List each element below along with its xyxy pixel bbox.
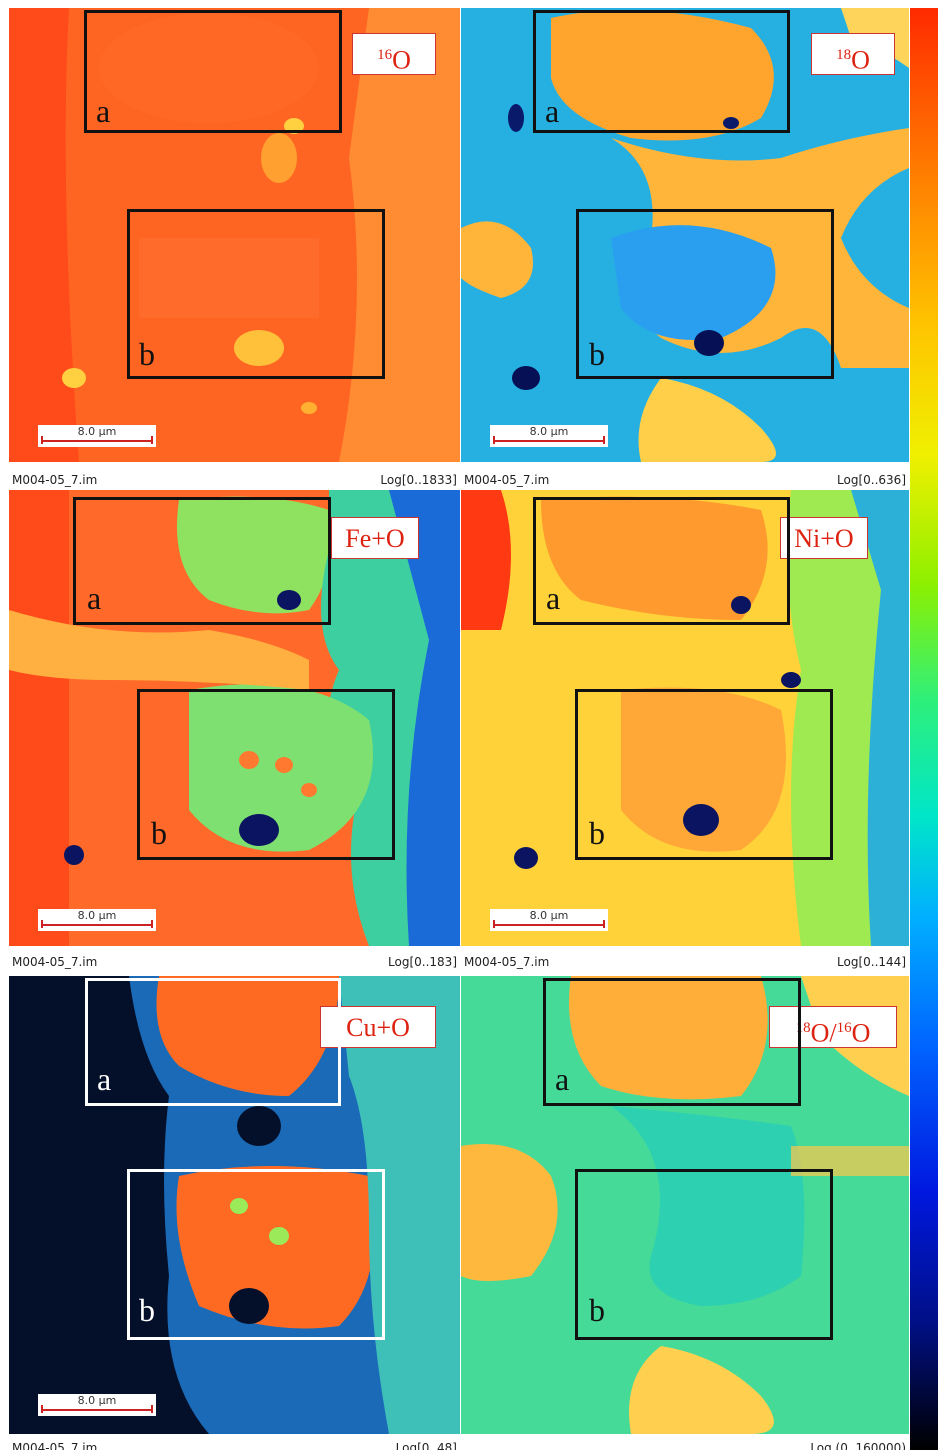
scale-bar: 8.0 µm [38,909,156,931]
scale-bar: 8.0 µm [490,425,608,447]
roi-box-b [127,209,385,379]
intensity-range: Log[0..183] [388,955,457,969]
roi-label-a: a [87,580,102,616]
roi-box-a [533,10,790,133]
intensity-range: Log (0..160000) [810,1441,906,1450]
file-name: M004-05_7.im [12,473,98,487]
file-name: M004-05_7.im [12,1441,98,1450]
roi-box-b [576,209,834,379]
scale-bar-text: 8.0 µm [77,1394,117,1407]
scale-bar: 8.0 µm [490,909,608,931]
scale-bar-text: 8.0 µm [77,425,117,438]
image-footer: M004-05_7.im Log[0..144] [461,950,909,972]
panel-cu-o: Cu+O a b 8.0 µm M004-05_7.im Log[0..48] [9,976,460,1450]
panel-18o: 18O a b 8.0 µm M004-05_7.im Log[0..636] [461,8,909,490]
roi-label-a: a [546,580,561,616]
image-footer: M004-05_7.im Log[0..636] [461,468,909,490]
roi-box-a [73,497,331,625]
roi-label-a: a [545,93,560,129]
sims-image-ratio [461,976,909,1434]
roi-label-a: a [96,93,111,129]
intensity-range: Log[0..636] [837,473,906,487]
roi-label-a: a [555,1061,570,1097]
roi-label-a: a [97,1061,112,1097]
panel-16o: 16O a b 8.0 µm M004-05_7.im Log[0..1833] [9,8,460,490]
roi-box-b [127,1169,385,1340]
scale-bar-text: 8.0 µm [529,909,569,922]
sims-image-fe-o [9,490,460,946]
image-footer: M004-05_7.im Log[0..183] [9,950,460,972]
roi-box-a [85,978,341,1106]
image-footer: M004-05_7.im Log[0..1833] [9,468,460,490]
intensity-range: Log[0..1833] [380,473,457,487]
sims-image-18o [461,8,909,462]
sims-image-ni-o [461,490,909,946]
panel-fe-o: Fe+O a b 8.0 µm M004-05_7.im Log[0..183] [9,490,460,976]
label-sup: 18 [836,47,852,63]
element-label: 16O [352,33,436,75]
roi-label-b: b [589,1292,605,1328]
color-scale-bar [910,8,938,1450]
panel-ni-o: Ni+O a b 8.0 µm M004-05_7.im Log[0..144] [461,490,909,976]
image-footer: Log (0..160000) [461,1436,909,1450]
element-label: 18O [811,33,895,75]
intensity-range: Log[0..144] [837,955,906,969]
file-name: M004-05_7.im [464,473,550,487]
scale-bar-text: 8.0 µm [529,425,569,438]
roi-box-a [84,10,342,133]
roi-box-b [137,689,395,860]
roi-label-b: b [151,815,167,851]
label-sup: 16 [377,47,393,63]
scale-bar: 8.0 µm [38,1394,156,1416]
element-label: Fe+O [331,517,419,559]
panel-18o-16o-ratio: 18O/16O a b Log (0..160000) [461,976,909,1450]
intensity-range: Log[0..48] [395,1441,457,1450]
scale-bar-text: 8.0 µm [77,909,117,922]
scale-bar: 8.0 µm [38,425,156,447]
roi-box-a [533,497,790,625]
roi-label-b: b [589,815,605,851]
roi-box-b [575,689,833,860]
element-label: Ni+O [780,517,868,559]
roi-label-b: b [139,1292,155,1328]
image-footer: M004-05_7.im Log[0..48] [9,1436,460,1450]
roi-box-a [543,978,801,1106]
label-main: O [851,45,870,75]
roi-box-b [575,1169,833,1340]
roi-label-b: b [139,336,155,372]
label-main: O [392,45,411,75]
file-name: M004-05_7.im [12,955,98,969]
element-label: 18O/16O [769,1006,897,1048]
file-name: M004-05_7.im [464,955,550,969]
sims-image-cu-o [9,976,460,1434]
roi-label-b: b [589,336,605,372]
caption-strip [0,0,951,8]
